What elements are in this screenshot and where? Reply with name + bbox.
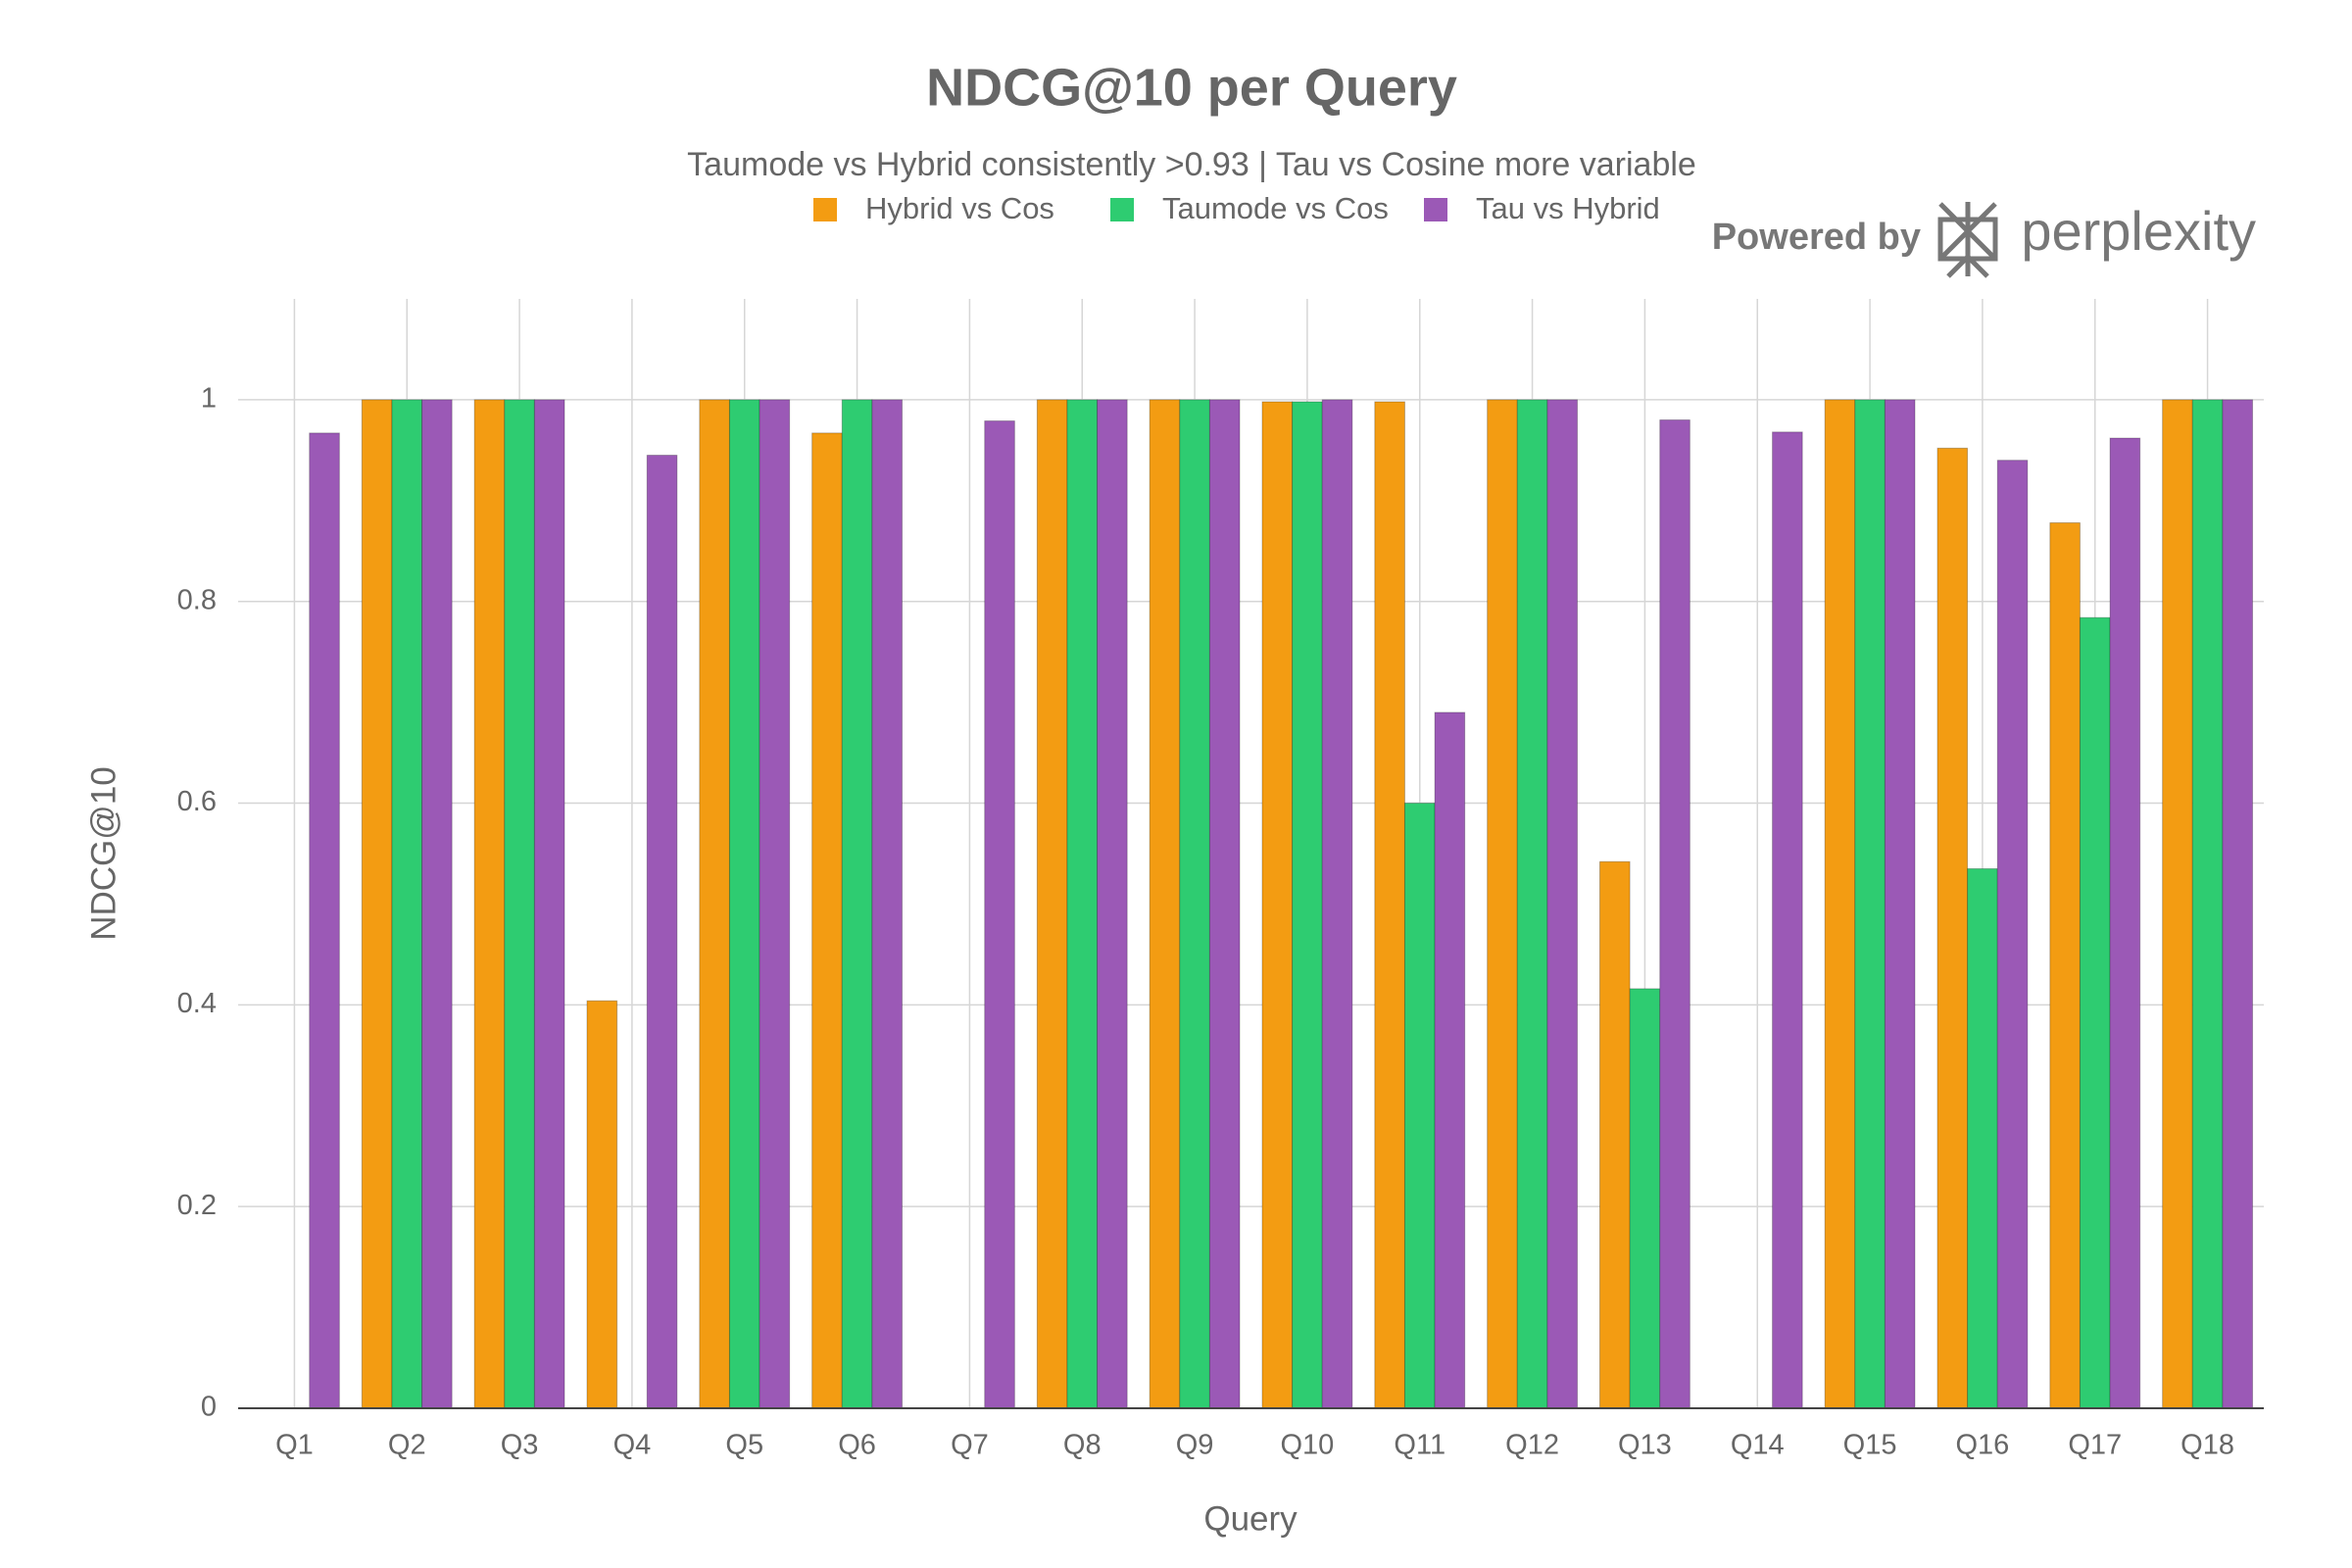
x-tick-label: Q4: [613, 1430, 652, 1461]
bar: [1434, 711, 1466, 1409]
bar: [1097, 399, 1128, 1409]
y-tick-label: 0: [201, 1392, 217, 1423]
y-tick-label: 1: [201, 383, 217, 415]
branding-prefix: Powered by: [1712, 217, 1921, 258]
x-tick-label: Q18: [2180, 1430, 2234, 1461]
bar: [871, 399, 904, 1409]
bar: [2191, 399, 2224, 1409]
legend-label: Hybrid vs Cos: [865, 191, 1054, 225]
y-tick-label: 0.6: [177, 786, 217, 817]
x-tick-label: Q7: [951, 1430, 989, 1461]
x-tick-label: Q9: [1176, 1430, 1214, 1461]
bar: [586, 1000, 618, 1409]
x-tick-label: Q8: [1063, 1430, 1102, 1461]
x-tick-label: Q1: [275, 1430, 314, 1461]
bar: [361, 399, 393, 1409]
x-tick-label: Q3: [501, 1430, 539, 1461]
x-tick-label: Q5: [725, 1430, 763, 1461]
bar: [473, 399, 506, 1409]
legend-item: Tau vs Hybrid: [1424, 191, 1660, 225]
bar: [421, 399, 453, 1409]
bar: [2109, 437, 2141, 1409]
chart-title: NDCG@10 per Query: [926, 58, 1457, 117]
y-axis-title: NDCG@10: [84, 766, 122, 941]
x-tick-label: Q13: [1618, 1430, 1672, 1461]
x-axis-title: Query: [1203, 1499, 1298, 1538]
bar: [1374, 401, 1405, 1409]
bar: [728, 399, 760, 1409]
bar: [811, 432, 843, 1409]
branding-logo: [1937, 202, 1998, 278]
legend-swatch: [1110, 198, 1134, 221]
bar: [1292, 401, 1323, 1409]
branding: Powered by perplexity: [1712, 200, 2256, 278]
bar: [309, 432, 340, 1409]
bar: [1036, 399, 1068, 1409]
bar: [841, 399, 873, 1409]
bar: [1629, 988, 1661, 1409]
branding-name: perplexity: [2021, 200, 2256, 262]
bar: [1487, 399, 1518, 1409]
x-tick-label: Q2: [388, 1430, 426, 1461]
x-tick-label: Q11: [1394, 1430, 1446, 1461]
chart-subtitle: Taumode vs Hybrid consistently >0.93 | T…: [687, 146, 1696, 183]
x-tick-label: Q16: [1956, 1430, 2010, 1461]
x-tick-label: Q15: [1843, 1430, 1897, 1461]
bar: [2162, 399, 2193, 1409]
bar: [2222, 399, 2254, 1409]
legend-label: Taumode vs Cos: [1162, 191, 1389, 225]
x-tick-label: Q6: [838, 1430, 876, 1461]
legend-swatch: [1424, 198, 1447, 221]
bar: [1149, 399, 1181, 1409]
bar: [1772, 431, 1803, 1409]
x-tick-label: Q10: [1281, 1430, 1335, 1461]
legend-swatch: [813, 198, 837, 221]
bar: [1996, 460, 2029, 1409]
bar: [1321, 399, 1353, 1409]
legend-item: Hybrid vs Cos: [813, 191, 1054, 225]
y-tick-label: 0.4: [177, 988, 217, 1019]
bar: [1884, 399, 1916, 1409]
bar: [646, 455, 678, 1409]
x-tick-label: Q14: [1731, 1430, 1785, 1461]
y-tick-label: 0.2: [177, 1190, 217, 1221]
bar: [984, 420, 1015, 1409]
bar: [2079, 616, 2111, 1409]
bar: [1546, 399, 1579, 1409]
bar: [1598, 860, 1631, 1409]
bar: [1516, 399, 1548, 1409]
bar: [1261, 401, 1294, 1409]
bar: [1824, 399, 1856, 1409]
bar: [391, 399, 423, 1409]
bar: [1967, 867, 1998, 1409]
x-tick-label: Q12: [1505, 1430, 1559, 1461]
bar: [2049, 521, 2081, 1409]
bar: [759, 399, 791, 1409]
bar: [1936, 447, 1969, 1409]
legend-label: Tau vs Hybrid: [1476, 191, 1660, 225]
bar: [1066, 399, 1099, 1409]
legend-item: Taumode vs Cos: [1110, 191, 1389, 225]
bar: [504, 399, 535, 1409]
y-tick-label: 0.8: [177, 584, 217, 615]
bar: [1854, 399, 1886, 1409]
bar: [533, 399, 565, 1409]
bar: [699, 399, 730, 1409]
bar: [1179, 399, 1210, 1409]
x-tick-label: Q17: [2068, 1430, 2122, 1461]
bar: [1403, 803, 1436, 1409]
bar: [1659, 418, 1690, 1409]
bar: [1208, 399, 1241, 1409]
